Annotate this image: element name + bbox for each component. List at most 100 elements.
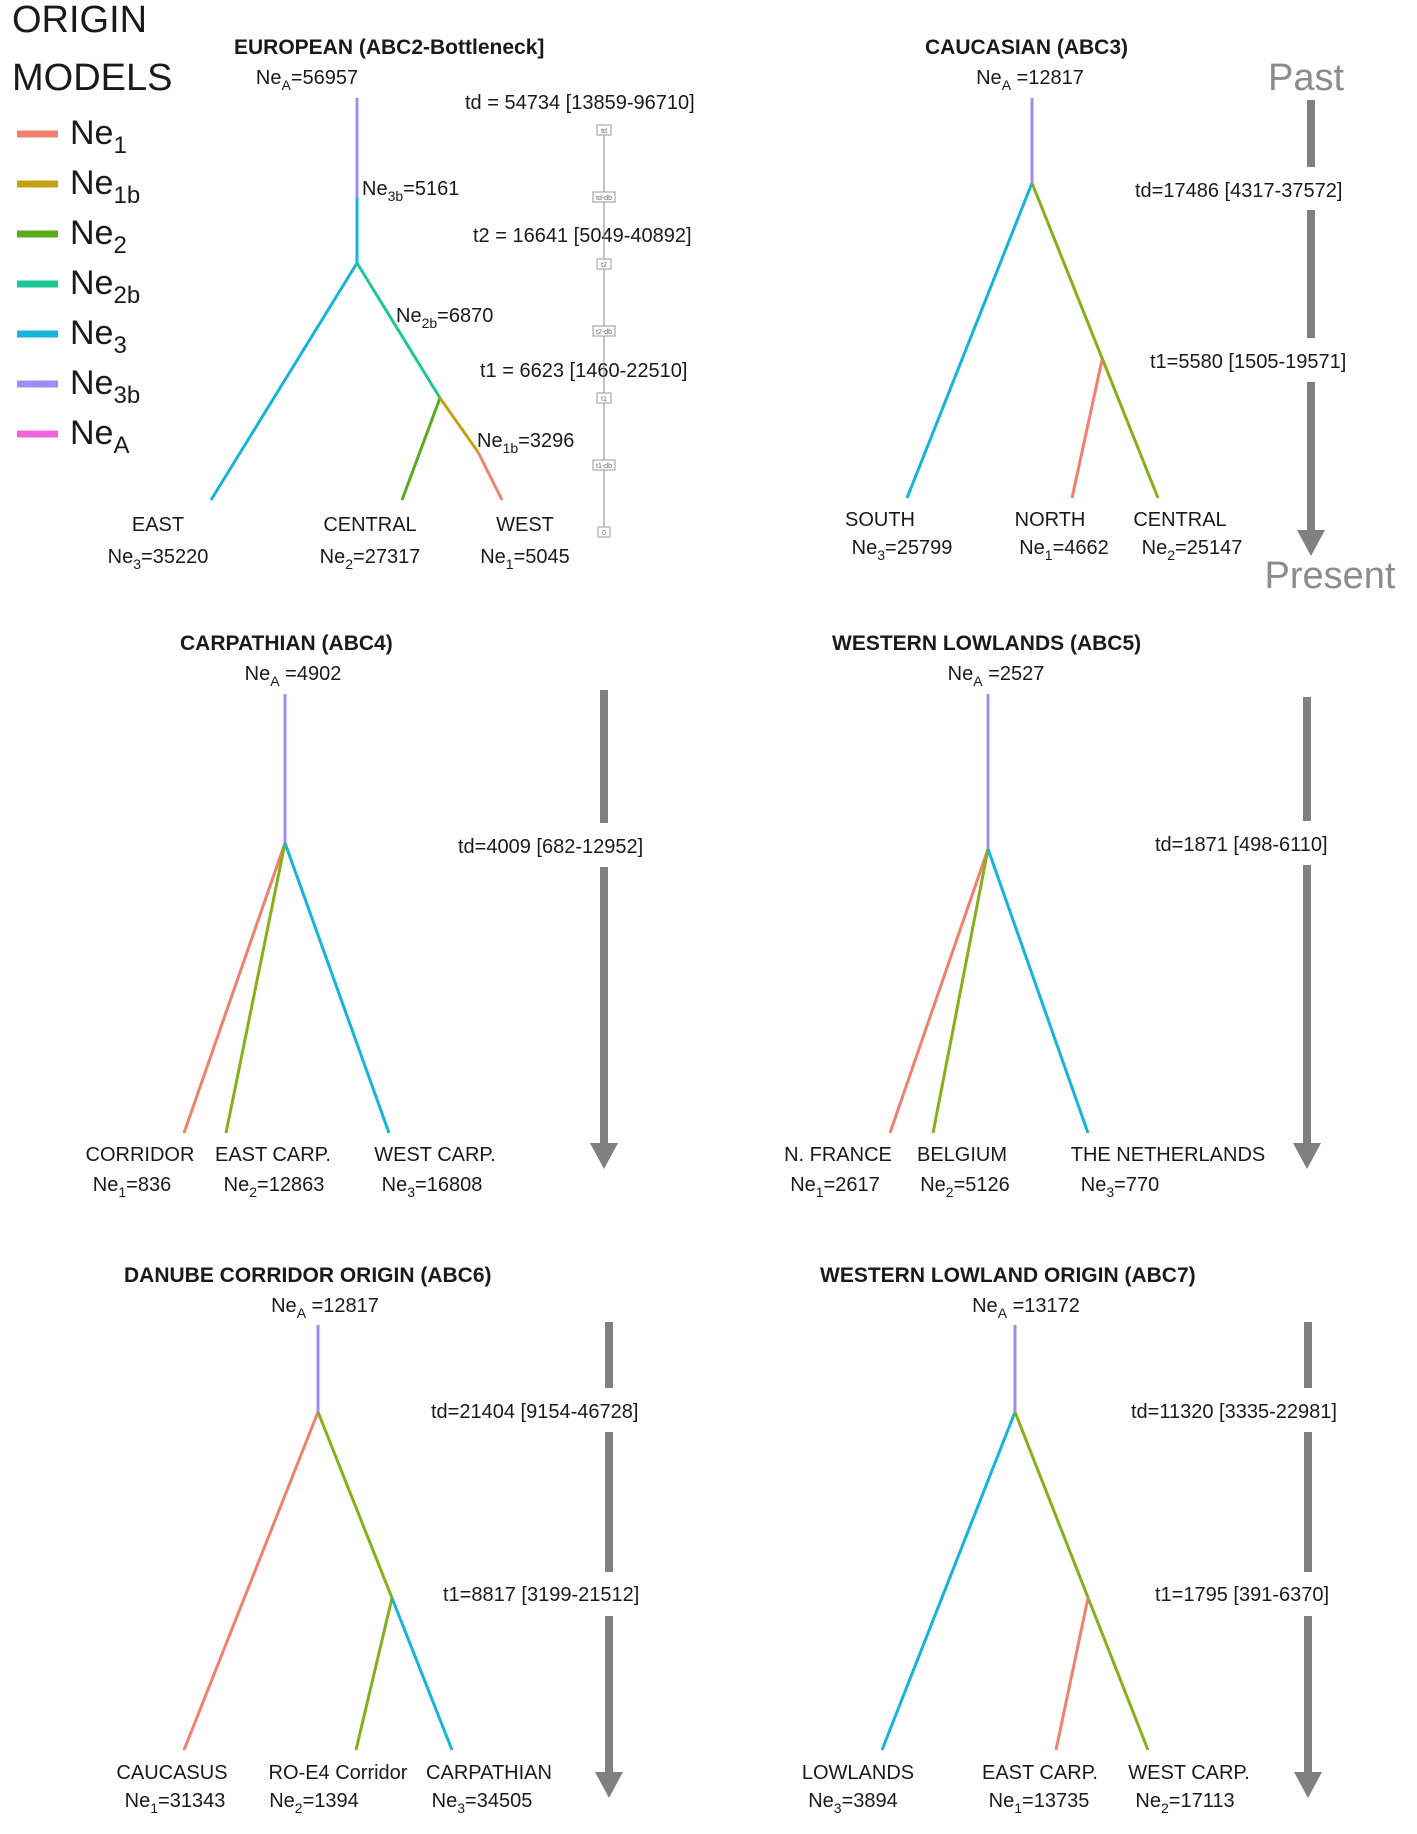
time-axis-present: Present	[1265, 555, 1396, 597]
branch-central	[1030, 182, 1160, 499]
branch-south	[905, 182, 1034, 499]
pop-name-corridor: CORRIDOR	[86, 1144, 195, 1166]
branch-ne2b	[355, 262, 442, 399]
ancestral-ne-lowlands: NeA =2527	[948, 663, 1045, 689]
panel-western-lowland-origin: WESTERN LOWLAND ORIGIN (ABC7) NeA =13172…	[802, 1264, 1337, 1816]
pop-ne-n-france: Ne1=2617	[790, 1174, 880, 1200]
pop-ne-west-carp: Ne3=16808	[382, 1174, 483, 1200]
pop-name-east-carp: EAST CARP.	[982, 1762, 1098, 1784]
pop-name-north: NORTH	[1015, 509, 1086, 531]
panel-caucasian: CAUCASIAN (ABC3) NeA =12817 td=17486 [43…	[845, 36, 1396, 597]
pop-name-caucasus: CAUCASUS	[116, 1762, 227, 1784]
scale-tick-t1-db	[592, 459, 616, 471]
pop-ne-east-carp: Ne2=12863	[224, 1174, 325, 1200]
time-arrow-head	[590, 1143, 618, 1169]
panel-title-danube: DANUBE CORRIDOR ORIGIN (ABC6)	[124, 1264, 492, 1287]
label-ne2b: Ne2b=6870	[396, 305, 493, 331]
pop-ne-west-carp: Ne2=17113	[1135, 1790, 1234, 1816]
time-t1-european: t1 = 6623 [1460-22510]	[480, 360, 687, 382]
scale-tick-label: 0	[602, 530, 606, 537]
scale-tick-label: t2	[601, 262, 607, 269]
panel-title-lowland-origin: WESTERN LOWLAND ORIGIN (ABC7)	[820, 1264, 1196, 1287]
pop-name-west-carp: WEST CARP.	[374, 1144, 496, 1166]
time-arrow-head	[1293, 1143, 1321, 1169]
pop-name-central: CENTRAL	[323, 514, 416, 536]
scale-tick-label: td-db	[596, 195, 612, 202]
pop-name-west-carp: WEST CARP.	[1128, 1762, 1250, 1784]
time-td-danube: td=21404 [9154-46728]	[431, 1401, 638, 1423]
time-td-caucasian: td=17486 [4317-37572]	[1135, 180, 1342, 202]
time-td-carpathian: td=4009 [682-12952]	[458, 836, 643, 858]
legend-label-ne1b: Ne1b	[70, 164, 140, 209]
scale-tick-label: t1-db	[596, 463, 612, 470]
pop-name-south: SOUTH	[845, 509, 915, 531]
pop-name-lowlands: LOWLANDS	[802, 1762, 914, 1784]
panel-european: EUROPEAN (ABC2-Bottleneck] NeA=56957 Ne3…	[108, 36, 695, 572]
branch-belgium	[931, 848, 990, 1134]
branch-east-carp	[224, 842, 287, 1134]
pop-name-ro-e4: RO-E4 Corridor	[269, 1762, 408, 1784]
panel-danube-corridor: DANUBE CORRIDOR ORIGIN (ABC6) NeA =12817…	[116, 1264, 639, 1816]
label-ne3b: Ne3b=5161	[362, 178, 459, 204]
scale-tick-td-db	[592, 191, 616, 203]
time-t1-lowland-origin: t1=1795 [391-6370]	[1155, 1584, 1329, 1606]
branch-west-carp	[1013, 1411, 1150, 1751]
branch-carpathian	[390, 1597, 454, 1751]
time-t1-danube: t1=8817 [3199-21512]	[443, 1584, 639, 1606]
branch-east	[209, 262, 359, 501]
pop-name-central: CENTRAL	[1133, 509, 1226, 531]
branch-central	[400, 397, 442, 501]
legend-label-ne2b: Ne2b	[70, 264, 140, 309]
pop-ne-east: Ne3=35220	[108, 546, 209, 572]
scale-tick-t2	[596, 258, 612, 270]
pop-ne-carpathian: Ne3=34505	[432, 1790, 533, 1816]
branch-ro-e4	[354, 1597, 394, 1751]
branch-ne1b	[438, 397, 480, 453]
pop-name-west: WEST	[496, 514, 554, 536]
time-td-european: td = 54734 [13859-96710]	[465, 92, 695, 114]
pop-ne-caucasus: Ne1=31343	[125, 1790, 226, 1816]
time-td-lowland-origin: td=11320 [3335-22981]	[1131, 1401, 1337, 1423]
pop-ne-central: Ne2=25147	[1142, 537, 1243, 563]
branch-lowlands	[880, 1411, 1017, 1751]
pop-ne-netherlands: Ne3=770	[1081, 1174, 1159, 1200]
scale-tick-t2-db	[592, 325, 616, 337]
branch-west	[476, 451, 504, 501]
scale-tick-label: t1	[601, 396, 607, 403]
pop-ne-south: Ne3=25799	[852, 537, 953, 563]
pop-ne-west: Ne1=5045	[480, 546, 570, 572]
pop-name-netherlands: THE NETHERLANDS	[1071, 1144, 1265, 1166]
pop-ne-corridor: Ne1=836	[93, 1174, 171, 1200]
legend-title-line1: ORIGIN	[12, 0, 147, 41]
branch-netherlands	[986, 848, 1090, 1134]
scale-tick-td	[596, 124, 612, 136]
pop-name-n-france: N. FRANCE	[784, 1144, 892, 1166]
branch-north	[1070, 359, 1104, 499]
ancestral-ne-caucasian: NeA =12817	[976, 67, 1084, 93]
branch-n-france	[888, 848, 990, 1134]
label-ne1b: Ne1b=3296	[477, 430, 574, 456]
time-arrow-head	[595, 1772, 623, 1798]
pop-ne-ro-e4: Ne2=1394	[269, 1790, 359, 1816]
panel-title-caucasian: CAUCASIAN (ABC3)	[925, 36, 1128, 59]
scale-tick-label: td	[601, 128, 607, 135]
pop-ne-central: Ne2=27317	[320, 546, 421, 572]
legend-label-nea: NeA	[70, 414, 129, 459]
pop-ne-lowlands: Ne3=3894	[808, 1790, 898, 1816]
time-axis-past: Past	[1268, 57, 1344, 99]
ancestral-ne-danube: NeA =12817	[271, 1295, 379, 1321]
panel-western-lowlands: WESTERN LOWLANDS (ABC5) NeA =2527 td=187…	[784, 632, 1327, 1200]
panel-title-carpathian: CARPATHIAN (ABC4)	[180, 632, 393, 655]
scale-tick-label: t2-db	[596, 329, 612, 336]
pop-ne-north: Ne1=4662	[1019, 537, 1109, 563]
ancestral-ne-european: NeA=56957	[256, 67, 358, 93]
time-arrow-head	[1294, 1772, 1322, 1798]
time-arrow-head	[1297, 530, 1325, 556]
time-td-lowlands: td=1871 [498-6110]	[1155, 834, 1328, 856]
branch-corridor	[182, 842, 287, 1134]
legend-label-ne2: Ne2	[70, 214, 127, 259]
branch-west-carp	[283, 842, 391, 1134]
legend: ORIGIN MODELS Ne1 Ne1b Ne2 Ne2b Ne3 Ne3b…	[12, 0, 172, 459]
ancestral-ne-carpathian: NeA =4902	[245, 663, 342, 689]
pop-ne-belgium: Ne2=5126	[920, 1174, 1010, 1200]
